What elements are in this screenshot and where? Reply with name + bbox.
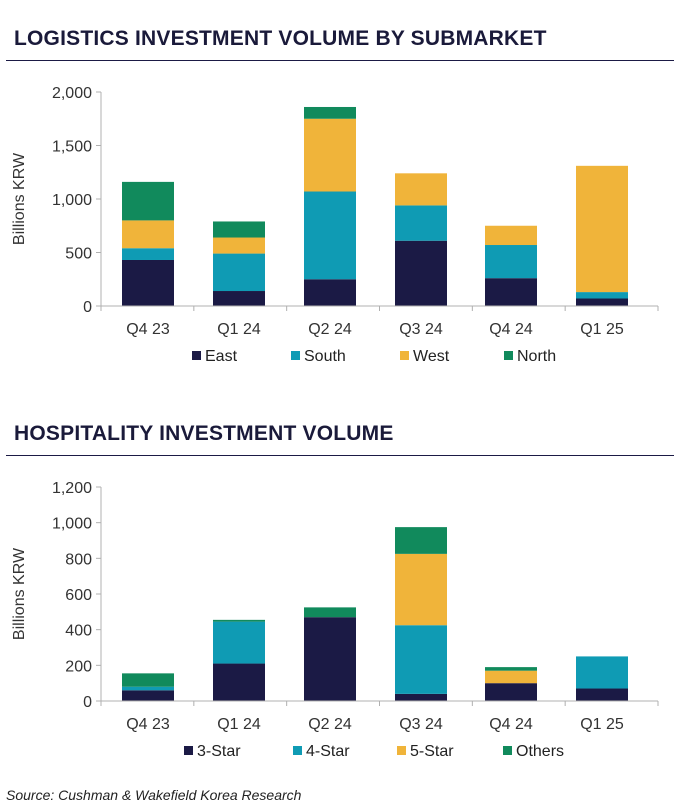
x-tick-label: Q4 24: [489, 321, 533, 338]
bar-3-star: [485, 683, 537, 701]
x-tick-label: Q3 24: [399, 321, 443, 338]
x-tick-label: Q1 24: [217, 321, 261, 338]
y-tick-label: 2,000: [52, 85, 92, 102]
legend-label: West: [413, 348, 450, 365]
y-tick-label: 1,500: [52, 139, 92, 156]
legend-swatch: [400, 351, 409, 360]
x-tick-label: Q1 25: [580, 716, 624, 733]
y-tick-label: 0: [83, 694, 92, 711]
bar-south: [485, 245, 537, 279]
bar-others: [395, 527, 447, 554]
y-tick-label: 800: [65, 551, 92, 568]
bar-south: [122, 248, 174, 260]
chart-1-title-rule: [6, 60, 674, 61]
bar-south: [304, 191, 356, 280]
bar-3-star: [213, 663, 265, 701]
chart-1-title: LOGISTICS INVESTMENT VOLUME BY SUBMARKET: [14, 27, 547, 50]
legend-swatch: [291, 351, 300, 360]
bar-north: [213, 221, 265, 238]
x-tick-label: Q1 25: [580, 321, 624, 338]
bar-4-star: [576, 656, 628, 689]
y-tick-label: 1,200: [52, 480, 92, 497]
legend-swatch: [504, 351, 513, 360]
bar-west: [304, 118, 356, 192]
chart-2-title-rule: [6, 455, 674, 456]
legend-label: South: [304, 348, 346, 365]
y-tick-label: 1,000: [52, 516, 92, 533]
legend-swatch: [192, 351, 201, 360]
legend-label: North: [517, 348, 556, 365]
bar-east: [122, 259, 174, 306]
bar-east: [485, 278, 537, 306]
legend-swatch: [184, 746, 193, 755]
x-tick-label: Q2 24: [308, 716, 352, 733]
bar-others: [485, 667, 537, 671]
bar-3-star: [395, 693, 447, 701]
bar-west: [213, 237, 265, 254]
bar-north: [304, 106, 356, 119]
x-tick-label: Q4 23: [126, 716, 170, 733]
bar-4-star: [395, 625, 447, 694]
bar-west: [395, 173, 447, 206]
legend-swatch: [503, 746, 512, 755]
x-tick-label: Q2 24: [308, 321, 352, 338]
source-note: Source: Cushman & Wakefield Korea Resear…: [6, 787, 302, 803]
bar-north: [122, 181, 174, 221]
y-tick-label: 400: [65, 623, 92, 640]
chart-2-title: HOSPITALITY INVESTMENT VOLUME: [14, 422, 394, 445]
y-axis-label: Billions KRW: [11, 152, 28, 245]
bar-west: [122, 220, 174, 249]
bar-3-star: [576, 688, 628, 701]
bar-south: [213, 253, 265, 292]
bar-east: [304, 279, 356, 306]
bar-5-star: [395, 553, 447, 626]
legend-label: East: [205, 348, 238, 365]
bar-others: [213, 619, 265, 622]
x-tick-label: Q4 24: [489, 716, 533, 733]
bar-west: [485, 225, 537, 246]
x-tick-label: Q3 24: [399, 716, 443, 733]
bar-3-star: [304, 617, 356, 701]
bar-south: [395, 205, 447, 241]
hospitality-chart: 0 200 400 600 800 1,000 1,200 Billions KRW Q4 23…: [11, 480, 659, 760]
bar-4-star: [122, 686, 174, 691]
y-tick-label: 200: [65, 658, 92, 675]
legend-label: 4-Star: [306, 743, 350, 760]
y-tick-label: 1,000: [52, 192, 92, 209]
x-tick-label: Q1 24: [217, 716, 261, 733]
legend-label: 5-Star: [410, 743, 454, 760]
bar-4-star: [213, 621, 265, 664]
y-tick-label: 600: [65, 587, 92, 604]
bar-south: [576, 292, 628, 299]
y-axis-label: Billions KRW: [11, 547, 28, 640]
bar-east: [395, 240, 447, 306]
legend-swatch: [293, 746, 302, 755]
legend-label: Others: [516, 743, 564, 760]
x-tick-label: Q4 23: [126, 321, 170, 338]
logistics-chart: 0 500 1,000 1,500 2,000 Billions KRW Q4 23 Q1 2…: [11, 85, 659, 365]
legend-label: 3-Star: [197, 743, 241, 760]
bar-east: [213, 291, 265, 306]
bar-others: [122, 673, 174, 687]
bar-east: [576, 298, 628, 306]
bar-3-star: [122, 690, 174, 701]
bar-others: [304, 607, 356, 618]
bar-west: [576, 165, 628, 293]
y-tick-label: 0: [83, 299, 92, 316]
y-tick-label: 500: [65, 246, 92, 263]
legend-swatch: [397, 746, 406, 755]
bar-5-star: [485, 670, 537, 684]
